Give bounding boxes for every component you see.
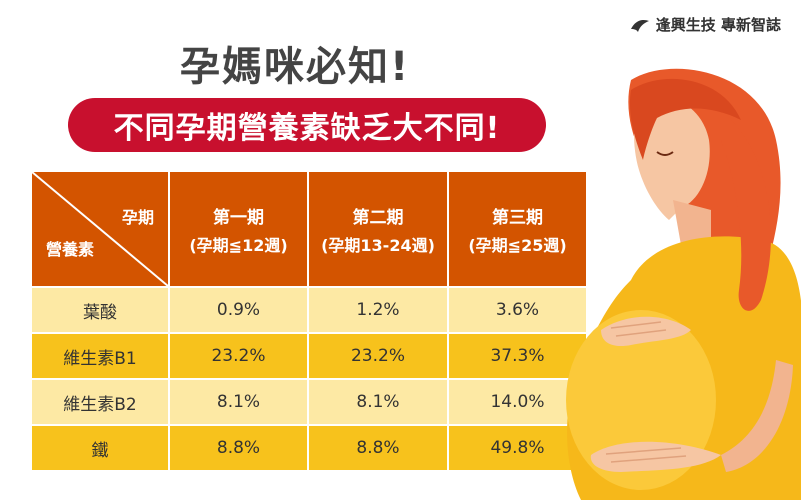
page-title: 孕媽咪必知!	[180, 44, 411, 90]
table-corner-cell: 孕期 營養素	[30, 170, 170, 288]
table-row: 維生素B1 23.2% 23.2% 37.3%	[30, 332, 588, 380]
table-cell: 0.9%	[168, 286, 309, 334]
table-row: 葉酸 0.9% 1.2% 3.6%	[30, 286, 588, 334]
row-label: 葉酸	[30, 286, 170, 334]
column-header-title: 第二期	[352, 207, 404, 228]
table-cell: 14.0%	[447, 378, 588, 426]
nutrient-table: 孕期 營養素 第一期 (孕期≦12週) 第二期 (孕期13-24週) 第三期 (…	[30, 170, 588, 472]
subtitle-text: 不同孕期營養素缺乏大不同!	[113, 111, 501, 146]
table-cell: 49.8%	[447, 424, 588, 472]
table-cell: 23.2%	[168, 332, 309, 380]
column-header-title: 第三期	[492, 207, 543, 228]
table-cell: 23.2%	[307, 332, 449, 380]
table-row: 維生素B2 8.1% 8.1% 14.0%	[30, 378, 588, 426]
column-header-stage-3: 第三期 (孕期≦25週)	[447, 170, 588, 288]
column-header-title: 第一期	[213, 207, 264, 228]
column-header-stage-2: 第二期 (孕期13-24週)	[307, 170, 449, 288]
table-row: 鐵 8.8% 8.8% 49.8%	[30, 424, 588, 472]
leaf-logo-icon	[630, 19, 649, 32]
column-header-range: (孕期≦12週)	[189, 235, 288, 255]
brand: 逢興生技 專新智誌	[630, 14, 781, 35]
table-cell: 8.8%	[307, 424, 449, 472]
row-label: 維生素B1	[30, 332, 170, 380]
corner-diagonal-line	[32, 172, 168, 286]
table-cell: 8.1%	[168, 378, 309, 426]
column-header-range: (孕期13-24週)	[321, 235, 435, 255]
table-cell: 1.2%	[307, 286, 449, 334]
column-header-stage-1: 第一期 (孕期≦12週)	[168, 170, 309, 288]
subtitle-banner: 不同孕期營養素缺乏大不同!	[68, 98, 546, 152]
table-cell: 8.1%	[307, 378, 449, 426]
brand-text: 逢興生技 專新智誌	[655, 16, 781, 34]
row-label: 鐵	[30, 424, 170, 472]
pregnant-woman-illustration	[566, 68, 801, 500]
table-cell: 3.6%	[447, 286, 588, 334]
table-cell: 37.3%	[447, 332, 588, 380]
table-header-row: 孕期 營養素 第一期 (孕期≦12週) 第二期 (孕期13-24週) 第三期 (…	[30, 170, 588, 288]
table-cell: 8.8%	[168, 424, 309, 472]
corner-label-nutrient: 營養素	[46, 240, 95, 259]
column-header-range: (孕期≦25週)	[468, 235, 567, 255]
corner-label-stage: 孕期	[121, 208, 154, 227]
row-label: 維生素B2	[30, 378, 170, 426]
